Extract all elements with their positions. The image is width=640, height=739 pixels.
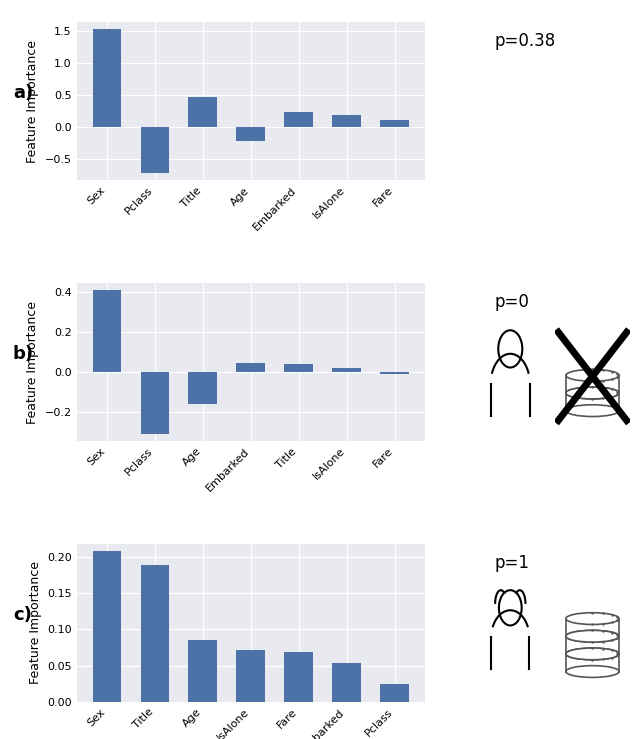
Bar	[284, 364, 313, 372]
Bar	[93, 30, 122, 127]
Ellipse shape	[566, 613, 619, 624]
Y-axis label: Feature Importance: Feature Importance	[29, 562, 42, 684]
Text: p=0.38: p=0.38	[495, 32, 556, 50]
Bar	[93, 290, 122, 372]
Bar	[189, 640, 217, 702]
Bar	[284, 652, 313, 702]
Bar	[380, 684, 409, 702]
Bar	[189, 97, 217, 127]
Ellipse shape	[566, 370, 619, 381]
Bar	[284, 112, 313, 127]
Bar	[141, 127, 170, 173]
Ellipse shape	[566, 630, 619, 642]
Bar	[141, 372, 170, 434]
Bar	[332, 368, 361, 372]
Text: a): a)	[13, 84, 33, 102]
Y-axis label: Feature Importance: Feature Importance	[26, 40, 40, 163]
Bar	[380, 120, 409, 127]
Bar	[332, 115, 361, 127]
Bar	[141, 565, 170, 702]
Ellipse shape	[566, 387, 619, 399]
Bar	[332, 664, 361, 702]
Text: p=1: p=1	[495, 554, 530, 572]
Bar	[236, 363, 265, 372]
Text: c): c)	[13, 606, 31, 624]
Bar	[236, 127, 265, 141]
Bar	[93, 551, 122, 702]
Bar	[380, 372, 409, 375]
Text: b): b)	[13, 345, 34, 363]
Ellipse shape	[566, 648, 619, 660]
Bar	[189, 372, 217, 404]
Bar	[236, 650, 265, 702]
Text: p=0: p=0	[495, 293, 529, 311]
Y-axis label: Feature Importance: Feature Importance	[26, 301, 39, 423]
